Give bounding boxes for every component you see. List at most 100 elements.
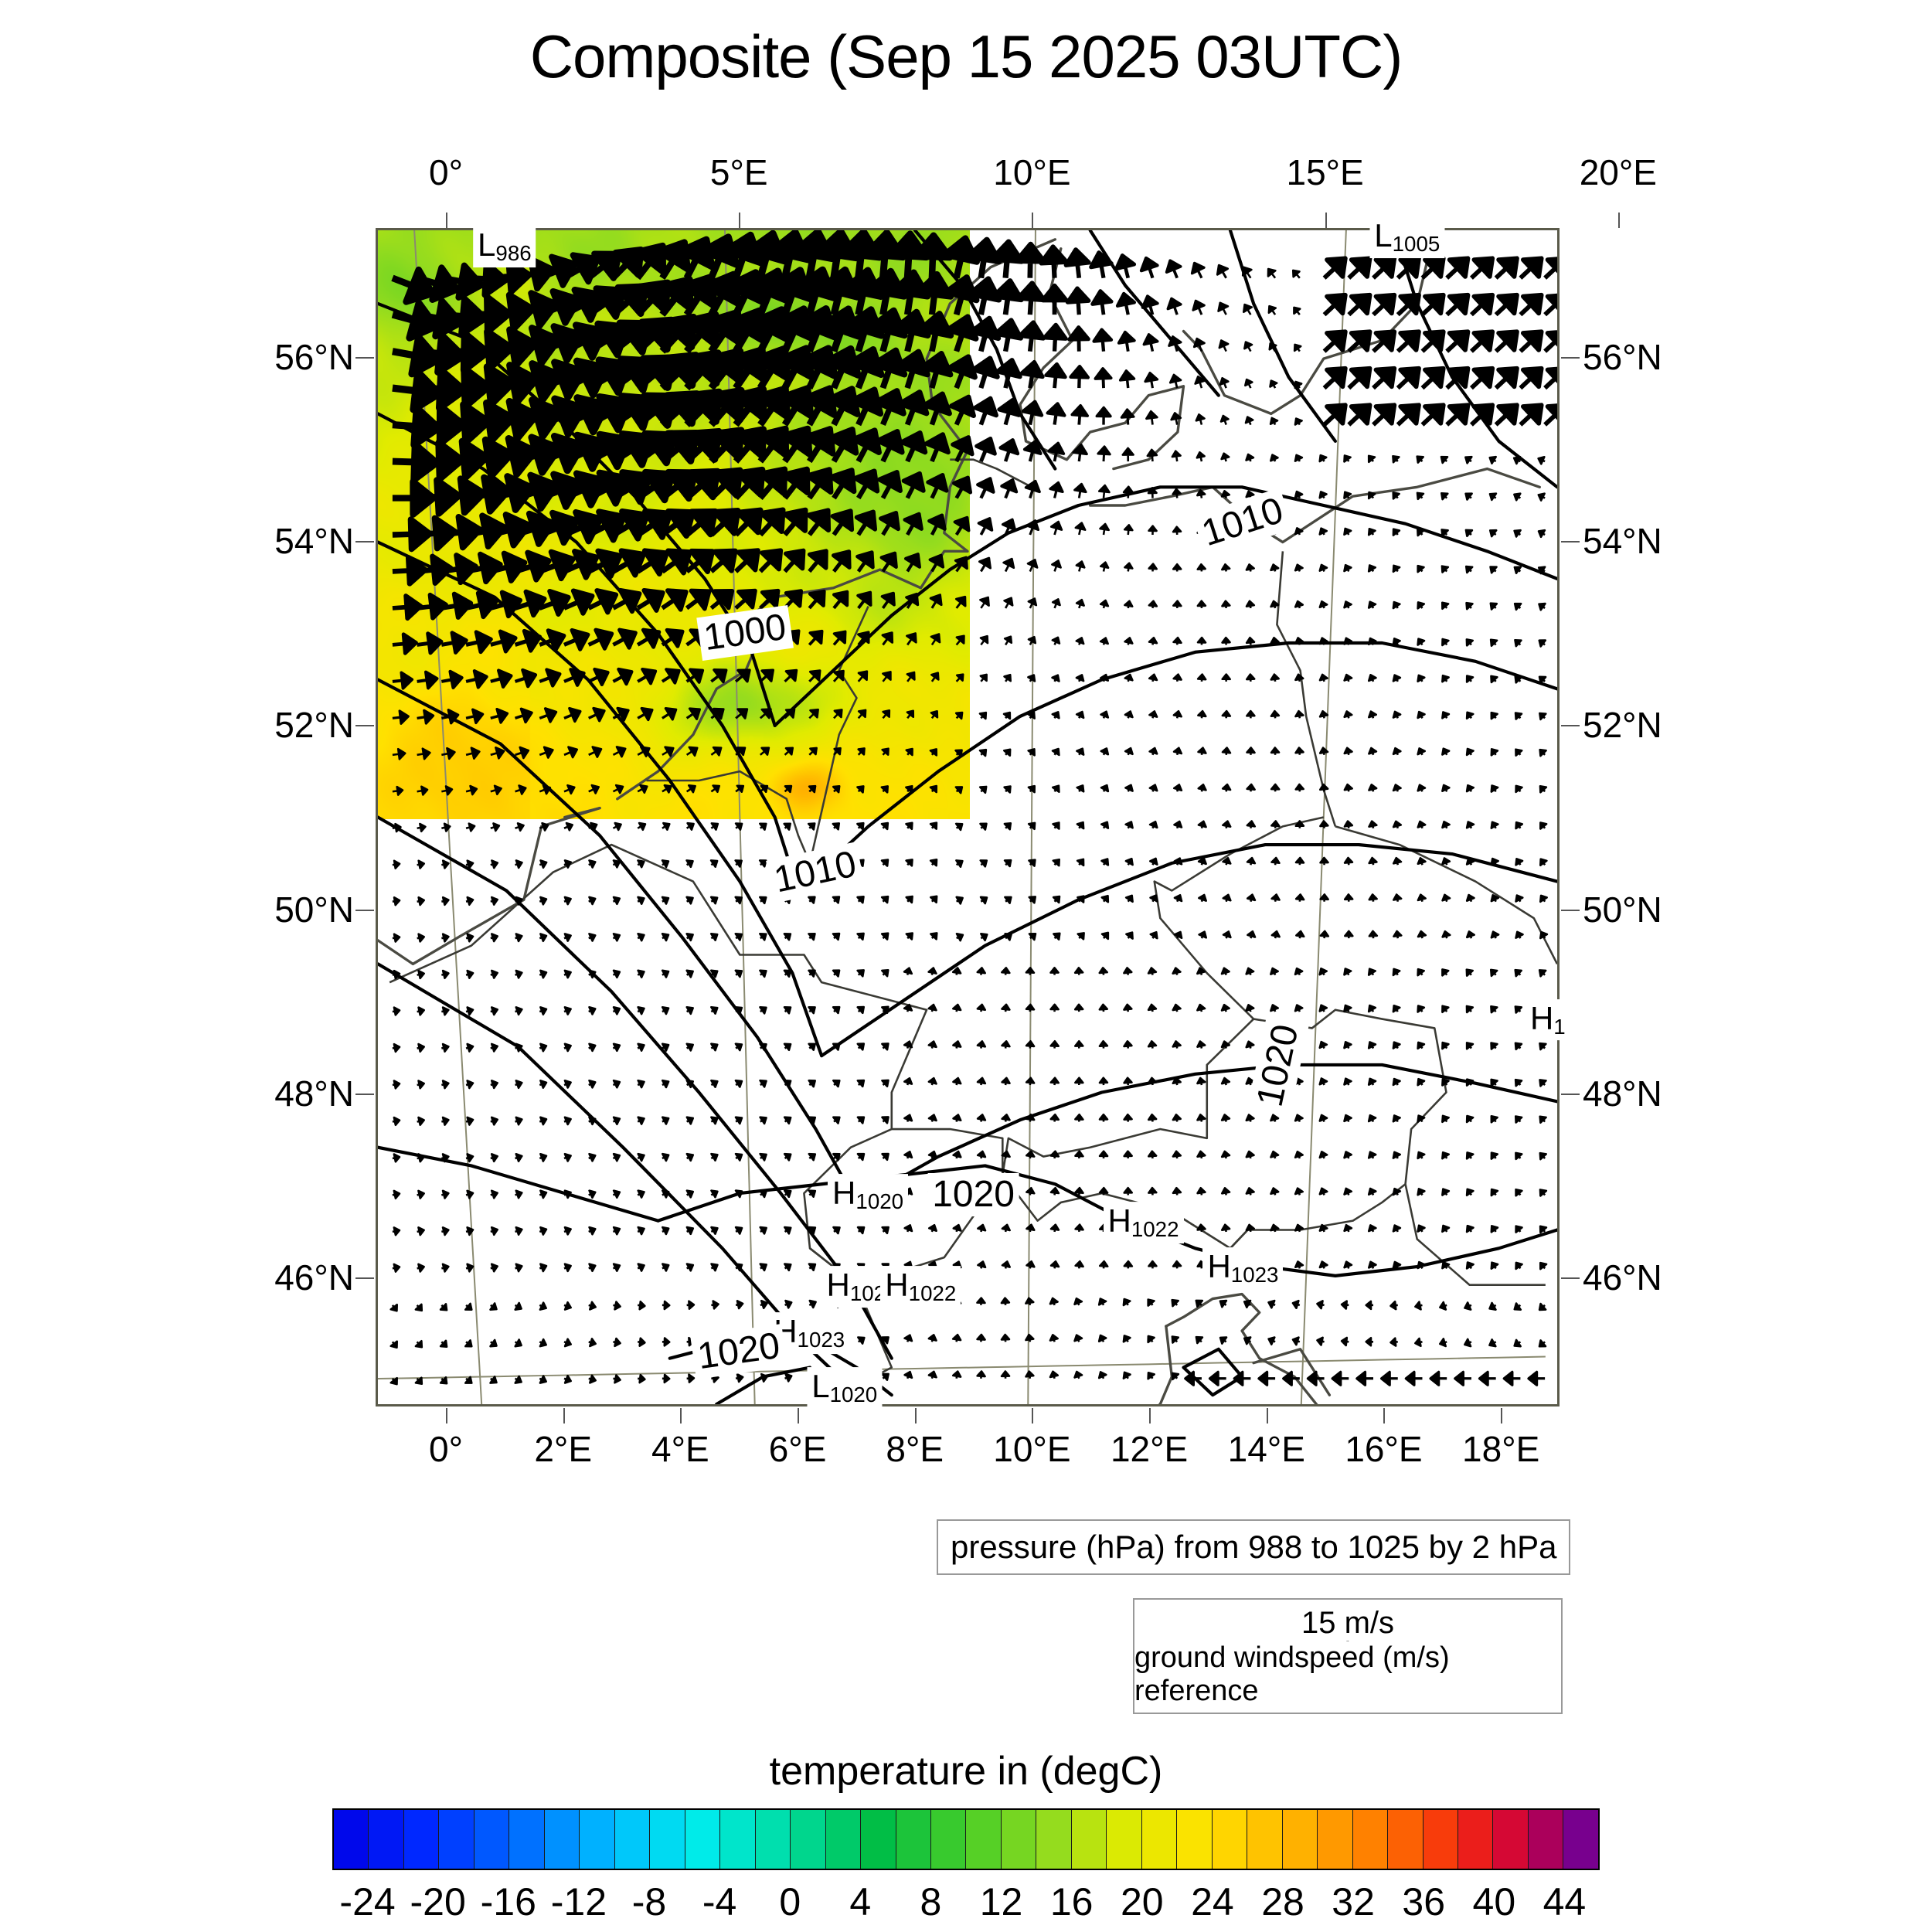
wind-arrow xyxy=(955,673,964,682)
map-canvas[interactable] xyxy=(376,228,1560,1406)
coastline xyxy=(1019,247,1185,471)
wind-arrow xyxy=(857,670,869,682)
wind-arrow xyxy=(1489,566,1498,574)
wind-arrow xyxy=(637,821,647,832)
wind-arrow xyxy=(637,1152,645,1162)
wind-arrow xyxy=(539,784,552,795)
wind-arrow xyxy=(588,1006,597,1015)
wind-arrow xyxy=(1196,1150,1206,1159)
map-overlay xyxy=(378,230,1557,1404)
wind-arrow xyxy=(1142,333,1159,352)
wind-arrow xyxy=(661,628,685,648)
wind-arrow xyxy=(563,784,576,795)
wind-arrow xyxy=(733,548,760,573)
wind-arrow xyxy=(1172,1040,1182,1049)
wind-arrow xyxy=(1014,241,1047,278)
wind-arrow xyxy=(710,822,719,831)
wind-arrow xyxy=(903,1150,913,1159)
colorbar-title: temperature in (degC) xyxy=(769,1749,1163,1794)
right-axis-tick xyxy=(1561,909,1580,911)
wind-arrow xyxy=(1319,820,1329,828)
wind-arrow xyxy=(1196,673,1207,682)
wind-arrow xyxy=(1318,968,1328,976)
wind-arrow xyxy=(661,933,670,942)
wind-arrow xyxy=(1270,856,1281,866)
wind-arrow xyxy=(1192,299,1206,315)
wind-arrow xyxy=(539,668,562,688)
wind-arrow xyxy=(980,933,988,942)
wind-arrow xyxy=(1392,1187,1402,1196)
wind-arrow xyxy=(997,398,1022,426)
wind-arrow xyxy=(1098,967,1108,975)
wind-arrow xyxy=(1367,527,1376,536)
wind-arrow xyxy=(588,821,598,832)
wind-arrow xyxy=(1392,1151,1401,1159)
wind-arrow xyxy=(588,784,600,794)
wind-arrow xyxy=(634,279,672,318)
wind-arrow xyxy=(662,1152,670,1162)
wind-arrow xyxy=(1420,292,1446,317)
wind-arrow xyxy=(709,969,719,978)
wind-arrow xyxy=(976,1150,987,1159)
wind-arrow xyxy=(783,933,792,941)
wind-arrow xyxy=(1073,1039,1084,1049)
wind-arrow xyxy=(1049,1370,1060,1379)
wind-arrow xyxy=(414,1303,423,1312)
colorbar[interactable] xyxy=(332,1808,1600,1870)
wind-arrow xyxy=(828,468,857,500)
wind-arrow xyxy=(1123,1260,1134,1269)
wind-arrow xyxy=(1343,747,1353,756)
wind-arrow xyxy=(1172,709,1182,719)
wind-arrow xyxy=(515,1226,523,1236)
wind-arrow xyxy=(1316,1336,1325,1346)
wind-arrow xyxy=(880,932,889,940)
wind-arrow xyxy=(1294,1223,1304,1233)
colorbar-cell xyxy=(861,1810,896,1869)
wind-arrow xyxy=(1441,968,1450,977)
wind-arrow xyxy=(1148,525,1158,536)
wind-arrow xyxy=(1490,1005,1498,1014)
wind-arrow xyxy=(1123,967,1133,975)
wind-arrow xyxy=(1417,1005,1426,1013)
wind-arrow xyxy=(1372,256,1397,280)
wind-arrow xyxy=(490,1153,498,1163)
wind-arrow xyxy=(1294,820,1305,828)
colorbar-tick-label: 4 xyxy=(849,1880,872,1923)
wind-arrow xyxy=(612,969,621,979)
wind-arrow xyxy=(1246,820,1257,828)
wind-arrow xyxy=(1539,821,1548,830)
wind-arrow xyxy=(781,466,811,500)
wind-arrow xyxy=(465,1153,474,1163)
wind-arrow xyxy=(1318,1077,1328,1086)
right-axis-tick xyxy=(1561,356,1580,359)
wind-arrow xyxy=(1392,600,1401,610)
wind-arrow xyxy=(1220,1150,1231,1159)
wind-arrow xyxy=(1488,492,1498,502)
wind-arrow xyxy=(490,1189,498,1199)
wind-arrow xyxy=(1441,1261,1451,1270)
wind-arrow xyxy=(955,896,964,905)
colorbar-tick-labels: -24 -20 -16 -12 -8 -4 0 4 8 12 16 20 24 28 32 36 40 44 xyxy=(332,1879,1600,1926)
wind-arrow xyxy=(1076,747,1085,756)
wind-arrow xyxy=(1027,821,1036,831)
wind-arrow xyxy=(1392,1077,1401,1087)
colorbar-cell xyxy=(1177,1810,1213,1869)
wind-arrow xyxy=(807,549,828,573)
wind-arrow xyxy=(709,588,735,611)
wind-arrow xyxy=(976,1114,987,1122)
wind-arrow xyxy=(1147,967,1158,975)
wind-arrow xyxy=(563,1079,572,1089)
wind-arrow xyxy=(1440,529,1449,537)
wind-arrow xyxy=(1464,1338,1472,1348)
wind-arrow xyxy=(612,628,638,650)
wind-arrow xyxy=(927,1040,937,1049)
wind-arrow xyxy=(1075,598,1085,609)
right-axis-label: 56°N xyxy=(1583,336,1662,377)
wind-arrow xyxy=(1417,528,1425,537)
wind-arrow xyxy=(441,365,492,410)
wind-arrow xyxy=(611,246,645,281)
wind-arrow xyxy=(417,332,467,376)
wind-arrow xyxy=(465,399,516,444)
wind-arrow xyxy=(979,634,989,646)
map-panel[interactable]: L986 L1005 H1 H1020 H1022 H1022 H1022 H1023 H102… xyxy=(376,216,1570,1410)
